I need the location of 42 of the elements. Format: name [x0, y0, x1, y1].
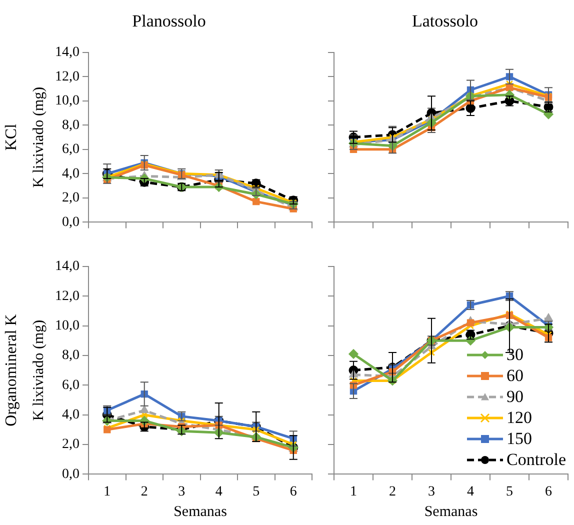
y-tick-label: 6,0 [62, 378, 80, 393]
x-tick-label: 4 [215, 484, 222, 500]
text: Organomineral K [3, 314, 20, 426]
y-tick-label: 10,0 [55, 318, 80, 334]
y-tick-label: 14,0 [55, 259, 80, 274]
x-tick-label: 1 [350, 484, 357, 500]
y-tick-label: 4,0 [62, 408, 80, 422]
legend-label: 60 [506, 365, 524, 386]
x-axis-title: Semanas [424, 504, 478, 520]
y-axis-title: K lixiviado (mg) [30, 86, 47, 188]
y-tick-label: 10,0 [55, 94, 80, 109]
y-tick-label: 0,0 [62, 214, 80, 230]
legend-label: 120 [506, 407, 532, 428]
y-tick-label: 6,0 [62, 142, 80, 158]
x-tick-label: 6 [290, 484, 297, 500]
x-tick-label: 2 [140, 484, 148, 500]
y-tick-label: 8,0 [62, 118, 80, 133]
legend-label: 150 [506, 428, 532, 450]
legend-label: 30 [506, 344, 524, 366]
y-tick-label: 4,0 [62, 166, 80, 182]
x-tick-label: 2 [389, 484, 396, 500]
y-tick-label: 8,0 [62, 348, 80, 364]
x-tick-label: 1 [104, 484, 111, 500]
x-tick-label: 5 [252, 484, 260, 500]
y-tick-label: 2,0 [62, 437, 80, 452]
chart-title: Planossolo [132, 12, 206, 31]
y-tick-label: 12,0 [55, 288, 80, 304]
chart-title: Latossolo [412, 12, 478, 31]
y-tick-label: 2,0 [62, 190, 80, 206]
x-axis-title: Semanas [174, 504, 228, 520]
x-tick-label: 4 [467, 484, 474, 500]
y-tick-label: 12,0 [55, 69, 80, 84]
y-tick-label: 0,0 [62, 466, 80, 482]
text: KCl [3, 123, 20, 151]
legend-label: Controle [506, 449, 566, 470]
x-tick-label: 3 [178, 484, 186, 500]
y-axis-title: K lixiviado (mg) [30, 320, 47, 421]
legend-label: 90 [506, 386, 524, 408]
x-tick-label: 6 [545, 484, 552, 500]
x-tick-label: 5 [506, 484, 513, 500]
y-tick-label: 14,0 [55, 45, 80, 60]
x-tick-label: 3 [428, 484, 435, 500]
